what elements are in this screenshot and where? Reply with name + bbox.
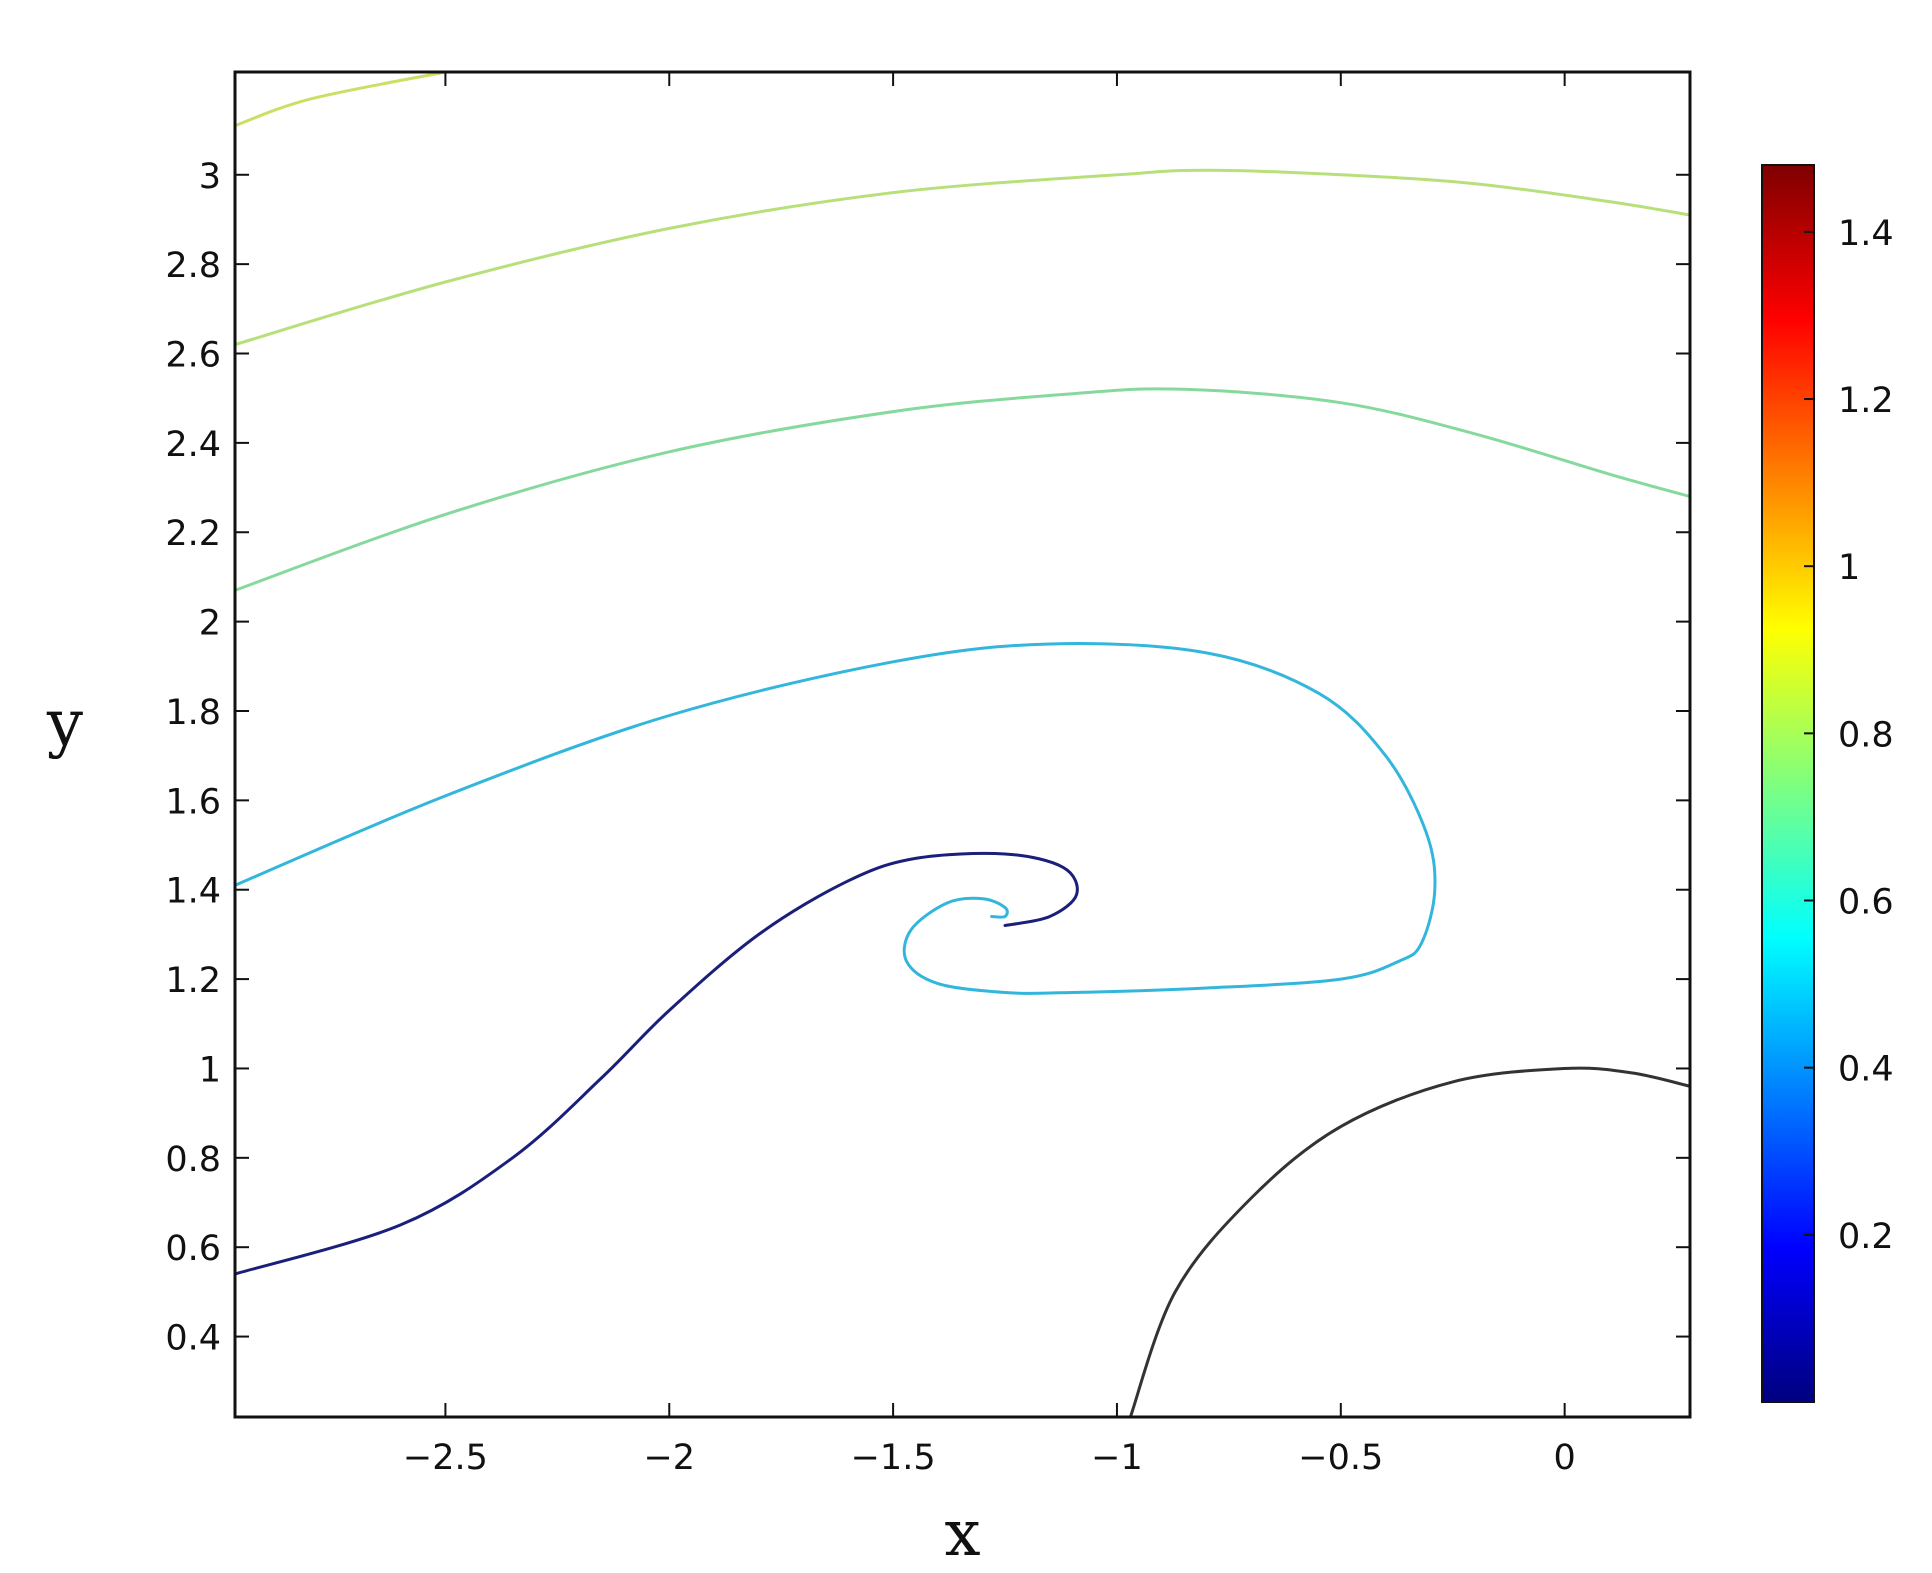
y-tick-label: 1 [199, 1050, 221, 1090]
x-tick-label: −1 [1091, 1438, 1143, 1478]
colorbar-tick-label: 1.4 [1838, 214, 1894, 254]
curves-layer [235, 72, 1690, 1417]
colorbar-tick-label: 0.2 [1838, 1217, 1894, 1257]
colorbar-tick-label: 0.4 [1838, 1050, 1894, 1090]
x-axis-title: x [944, 1497, 980, 1571]
colorbar-ticks: 0.2 0.4 0.6 0.8 1 1.2 1.4 [1804, 214, 1894, 1257]
series-line-3 [235, 387, 1690, 592]
y-tick-label: 1.8 [165, 693, 221, 733]
x-axis: −2.5 −2 −1.5 −1 −0.5 0 [403, 72, 1576, 1478]
y-tick-label: 1.2 [165, 961, 221, 1001]
x-tick-label: −2 [643, 1438, 695, 1478]
y-tick-label: 2.4 [165, 425, 221, 465]
colorbar-tick-label: 1.2 [1838, 381, 1894, 421]
series-line-1 [235, 72, 447, 128]
plot-frame [233, 70, 1692, 1419]
x-tick-label: −0.5 [1298, 1438, 1383, 1478]
colorbar-tick-label: 0.8 [1838, 715, 1894, 755]
series-line-4 [235, 642, 1437, 995]
series-line-5 [235, 851, 1079, 1276]
y-tick-label: 2 [199, 604, 221, 644]
y-tick-label: 1.4 [165, 872, 221, 912]
y-tick-label: 1.6 [165, 782, 221, 822]
x-tick-label: 0 [1554, 1438, 1576, 1478]
x-tick-label: −2.5 [403, 1438, 488, 1478]
x-tick-label: −1.5 [851, 1438, 936, 1478]
y-tick-label: 2.6 [165, 336, 221, 376]
y-tick-label: 2.2 [165, 514, 221, 554]
plot-background [235, 72, 1690, 1417]
y-tick-label: 0.4 [165, 1319, 221, 1359]
y-tick-label: 0.8 [165, 1140, 221, 1180]
series-line-2 [235, 168, 1690, 347]
y-tick-label: 0.6 [165, 1229, 221, 1269]
y-tick-label: 2.8 [165, 246, 221, 286]
colorbar-tick-label: 1 [1838, 548, 1860, 588]
colorbar [1761, 164, 1815, 1403]
y-axis-title: y [46, 687, 83, 761]
y-axis: 0.4 0.6 0.8 1 1.2 1.4 1.6 1.8 2 2.2 2.4 2.6 2.8 3 [165, 157, 1690, 1359]
colorbar-tick-label: 0.6 [1838, 883, 1894, 923]
y-tick-label: 3 [199, 157, 221, 197]
series-line-6 [1128, 1066, 1690, 1417]
